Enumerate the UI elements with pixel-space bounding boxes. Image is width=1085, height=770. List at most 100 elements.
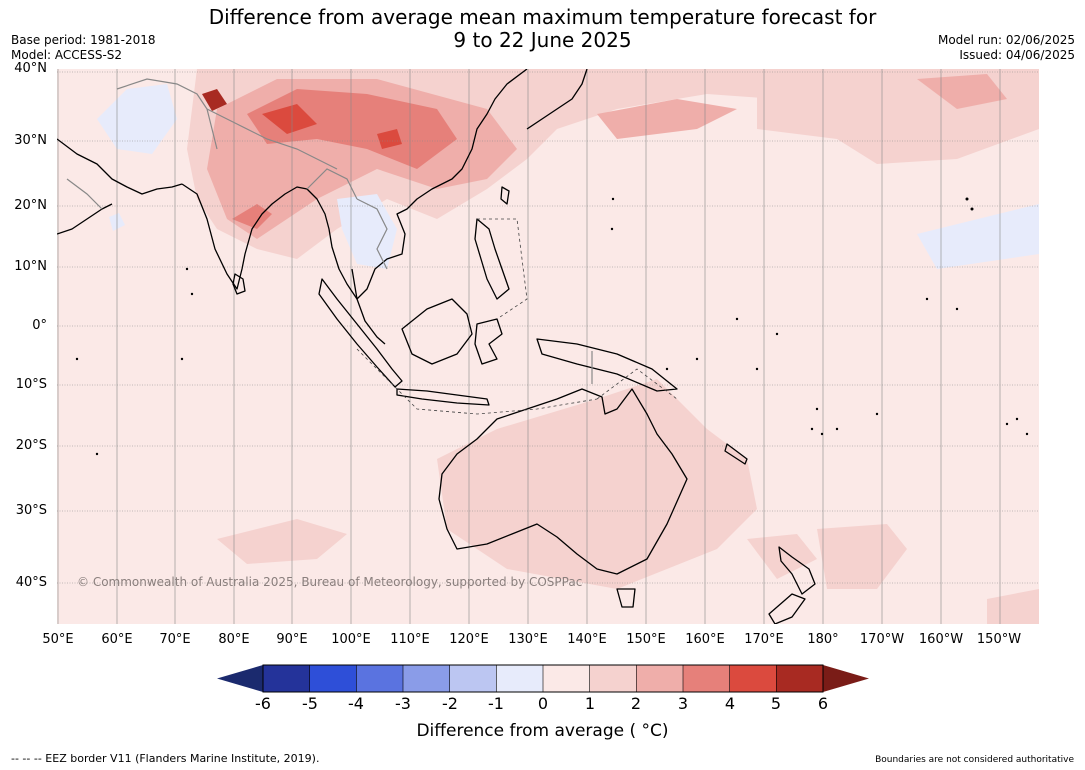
lon-label-130e: 130°E (508, 632, 548, 647)
lon-label-170w: 170°W (859, 632, 905, 647)
anomaly-4-5-china (377, 129, 402, 149)
colorbar-label: 1 (584, 694, 596, 713)
model-run: Model run: 02/06/2025 (937, 33, 1075, 47)
title-line-1: Difference from average mean maximum tem… (208, 5, 877, 29)
border-india-myanmar (306, 168, 358, 200)
lat-label-10s: 10°S (15, 377, 47, 392)
anomaly-3-4-india (232, 204, 272, 229)
base-period: Base period: 1981-2018 (11, 33, 156, 47)
colorbar-cell (683, 665, 730, 692)
issued-date: Issued: 04/06/2025 (959, 48, 1075, 62)
gridlines (57, 69, 1039, 624)
coast-malay-peninsula (351, 268, 386, 345)
colorbar (217, 664, 869, 693)
colorbar-label: -6 (255, 694, 271, 713)
anomaly-1-2-australia (437, 379, 757, 589)
coastlines (57, 69, 816, 624)
lon-label-90e: 90°E (276, 632, 308, 647)
national-borders (66, 78, 593, 384)
colorbar-cells (263, 665, 824, 692)
border-south-asia (116, 78, 218, 150)
colorbar-label: 3 (677, 694, 689, 713)
lat-label-10n: 10°N (14, 259, 47, 274)
lat-label-40s: 40°S (15, 575, 47, 590)
coast-australia (438, 388, 688, 575)
title-line-2: 9 to 22 June 2025 (453, 28, 632, 52)
colorbar-label: -5 (302, 694, 318, 713)
lon-label-110e: 110°E (390, 632, 430, 647)
colorbar-label: -1 (488, 694, 504, 713)
colorbar-cell (776, 665, 824, 692)
coast-borneo (401, 298, 473, 365)
coast-sri-lanka (232, 273, 246, 295)
coast-nz-north (778, 546, 816, 595)
coast-arabia-persia (57, 138, 183, 195)
lon-label-50e: 50°E (42, 632, 74, 647)
coast-indochina (356, 69, 528, 300)
colorbar-cell (729, 665, 777, 692)
colorbar-label: 6 (817, 694, 829, 713)
coast-india (181, 183, 308, 290)
colorbar-label: 2 (630, 694, 642, 713)
colorbar-title: Difference from average ( °C) (416, 721, 669, 741)
border-iran-arabia (66, 178, 103, 210)
lat-label-30s: 30°S (15, 503, 47, 518)
eez-philippines (477, 218, 528, 320)
anomaly-1-2-sw-indian (217, 519, 347, 564)
coast-taiwan (500, 186, 510, 205)
copyright-text: © Commonwealth of Australia 2025, Bureau… (77, 575, 582, 589)
colorbar-cell (263, 665, 310, 692)
colorbar-label: 0 (537, 694, 549, 713)
lat-label-0: 0° (32, 318, 47, 333)
eez-australia-north (596, 368, 678, 400)
colorbar-cell (636, 665, 684, 692)
lon-label-80e: 80°E (218, 632, 250, 647)
coast-java (396, 388, 490, 406)
coast-nz-south (768, 593, 806, 624)
lon-label-140e: 140°E (567, 632, 607, 647)
lon-label-160w: 160°W (918, 632, 964, 647)
anomaly-5-6-pakistan (202, 89, 227, 111)
lat-label-30n: 30°N (14, 133, 47, 148)
anomaly-neg-pacific (917, 204, 1039, 269)
coast-sumatra (318, 278, 403, 388)
colorbar-over-arrow (823, 665, 869, 692)
coast-arabia-south (57, 203, 113, 235)
anomaly-2-3-pacific-west (597, 99, 737, 139)
eez-indonesia (356, 348, 598, 415)
border-indochina (356, 198, 388, 270)
coast-philippines (474, 218, 510, 300)
colorbar-cell (356, 665, 404, 692)
coast-bay-of-bengal-east (306, 188, 358, 300)
colorbar-cell (589, 665, 637, 692)
anomaly-neg-indochina (337, 194, 397, 269)
lon-label-70e: 70°E (159, 632, 191, 647)
border-india-china (206, 108, 338, 170)
anomaly-1-2-south-pacific (817, 524, 907, 589)
lat-label-40n: 40°N (14, 61, 47, 76)
colorbar-label: -3 (395, 694, 411, 713)
coast-tasmania (616, 588, 636, 608)
anomaly-shading (97, 69, 1039, 624)
anomaly-2-3-pacific-east (917, 74, 1007, 109)
anomaly-4-5-north (262, 104, 317, 134)
lat-label-20n: 20°N (14, 198, 47, 213)
colorbar-cell (309, 665, 357, 692)
colorbar-label: 4 (724, 694, 736, 713)
colorbar-cell (543, 665, 590, 692)
boundary-note: Boundaries are not considered authoritat… (875, 755, 1074, 765)
lon-label-170e: 170°E (744, 632, 784, 647)
temperature-anomaly-map: © Commonwealth of Australia 2025, Bureau… (57, 69, 1039, 624)
coast-new-caledonia (724, 443, 748, 465)
lon-label-150e: 150°E (626, 632, 666, 647)
lon-label-60e: 60°E (101, 632, 133, 647)
colorbar-under-arrow (217, 665, 263, 692)
lon-label-180: 180° (807, 632, 839, 647)
model-name: Model: ACCESS-S2 (11, 48, 123, 62)
colorbar-cell (496, 665, 544, 692)
coast-new-guinea (536, 338, 678, 392)
lat-label-20s: 20°S (15, 438, 47, 453)
lon-label-100e: 100°E (331, 632, 371, 647)
lon-label-120e: 120°E (449, 632, 489, 647)
colorbar-cell (449, 665, 497, 692)
